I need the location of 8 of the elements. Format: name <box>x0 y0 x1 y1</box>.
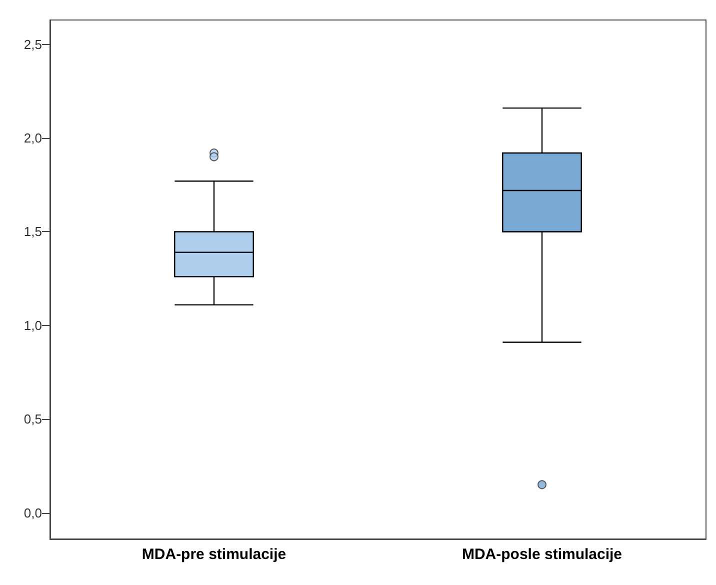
y-tick-label: 0,5 <box>24 412 42 427</box>
x-tick-label: MDA-pre stimulacije <box>142 546 286 563</box>
x-tick-label: MDA-posle stimulacije <box>462 546 622 563</box>
y-tick-label: 0,0 <box>24 505 42 520</box>
y-tick-label: 1,5 <box>24 224 42 240</box>
y-tick-label: 1,0 <box>24 318 42 333</box>
y-tick-label: 2,0 <box>24 130 42 146</box>
y-tick-label: 2,5 <box>24 36 42 52</box>
